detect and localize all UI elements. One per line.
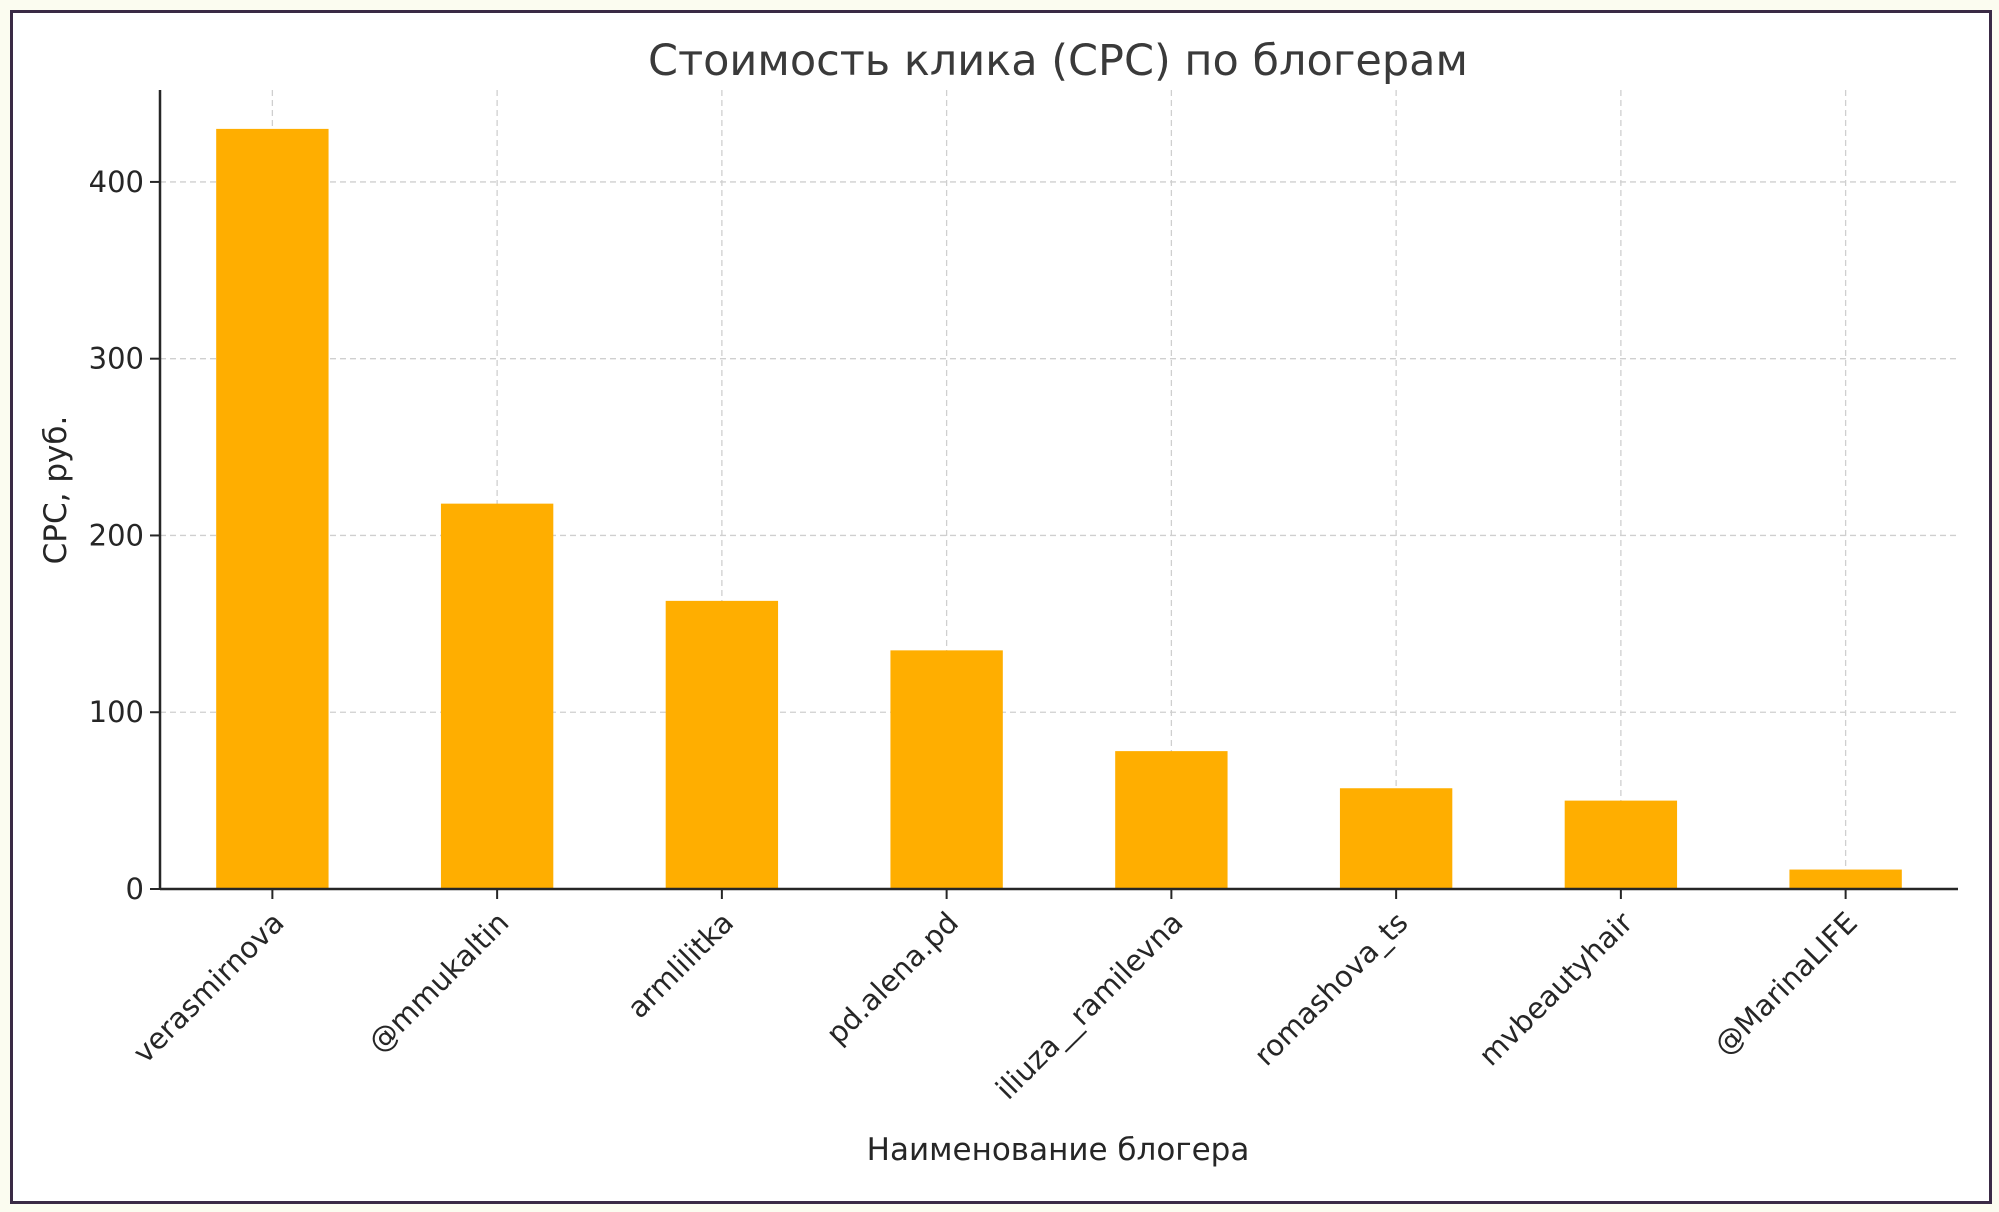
- x-tick-label: @mmukaltin: [361, 905, 515, 1059]
- y-axis-title: CPC, руб.: [38, 416, 74, 565]
- y-tick-label: 100: [89, 695, 144, 729]
- bar-3: [665, 600, 779, 889]
- chart-frame: [10, 10, 1992, 1204]
- x-tick-label: romashova_ts: [1247, 905, 1414, 1072]
- x-tick-labels: verasmirnova @mmukaltin armlilitka pd.alena…: [126, 905, 1864, 1106]
- grid-lines: [160, 90, 1958, 889]
- x-tick-label: @MarinaLIFE: [1707, 905, 1864, 1062]
- axes: [150, 90, 1958, 899]
- bar-5: [1115, 751, 1228, 889]
- x-tick-label: pd.alena.pd: [819, 905, 965, 1051]
- bars: [216, 128, 1902, 889]
- x-axis-title: Наименование блогера: [867, 1132, 1250, 1168]
- y-tick-label: 400: [89, 165, 144, 199]
- y-tick-label: 200: [89, 518, 144, 552]
- bar-4: [890, 650, 1003, 889]
- x-tick-label: mvbeautyhair: [1472, 905, 1639, 1072]
- x-tick-label: iliuza__ramilevna: [989, 905, 1190, 1106]
- bar-6: [1339, 788, 1453, 889]
- bar-7: [1564, 800, 1678, 889]
- bar-2: [440, 503, 554, 889]
- x-tick-label: verasmirnova: [126, 905, 290, 1069]
- y-tick-label: 0: [126, 872, 144, 906]
- y-tick-label: 300: [89, 342, 144, 376]
- y-tick-labels: 0 100 200 300 400: [89, 165, 144, 906]
- bar-1: [216, 128, 329, 889]
- x-tick-label: armlilitka: [621, 905, 741, 1025]
- bar-8: [1789, 869, 1902, 889]
- chart-title: Стоимость клика (CPC) по блогерам: [648, 36, 1468, 86]
